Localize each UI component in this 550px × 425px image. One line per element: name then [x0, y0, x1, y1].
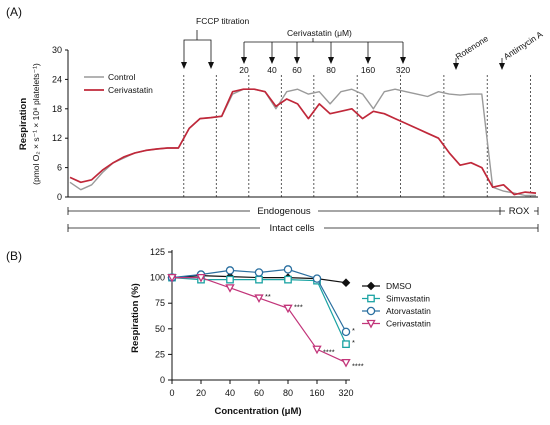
a-legend-label-control: Control — [108, 72, 136, 82]
antimycin-label: Antimycin A — [502, 29, 545, 62]
b-y-tick-label-50: 50 — [155, 324, 165, 334]
conc-arrow-head-4 — [365, 57, 371, 64]
b-sig-cerivastatin-60: ** — [265, 292, 271, 301]
endogenous-label: Endogenous — [257, 206, 311, 217]
panel-a-label: (A) — [6, 5, 22, 19]
conc-label-20: 20 — [239, 65, 249, 75]
b-y-tick-label-25: 25 — [155, 349, 165, 359]
phase-bars: Endogenous ROX Intact cells — [68, 204, 538, 235]
b-point-simvastatin-80 — [285, 276, 291, 282]
rotenone-arrow — [453, 63, 459, 70]
panel-b-label: (B) — [6, 249, 22, 263]
a-y-label-units: (pmol O₂ × s⁻¹ × 10⁸ platelets⁻¹) — [31, 63, 41, 185]
cerivastatin-addition-label: Cerivastatin (μM) — [287, 28, 352, 38]
a-y-tick-label-12: 12 — [52, 133, 62, 143]
b-point-cerivastatin-320 — [342, 360, 349, 367]
b-series-line-simvastatin — [172, 278, 346, 345]
b-x-label: Concentration (μM) — [214, 406, 301, 417]
a-y-tick-label-6: 6 — [57, 163, 62, 173]
b-series-line-cerivastatin — [172, 278, 346, 363]
b-x-tick-label-60: 60 — [254, 388, 264, 398]
b-legend: DMSO Simvastatin Atorvastatin Cerivastatin — [362, 281, 431, 329]
b-sig-cerivastatin-160: **** — [323, 347, 335, 356]
b-sig-cerivastatin-320: **** — [352, 362, 364, 371]
antimycin-arrow — [499, 63, 505, 70]
b-point-atorvastatin-320 — [342, 328, 349, 335]
b-legend-label-cerivastatin: Cerivastatin — [386, 319, 431, 329]
conc-label-80: 80 — [326, 65, 336, 75]
a-y-ticks: 0 6 12 18 24 30 — [52, 45, 68, 202]
a-y-tick-label-24: 24 — [52, 74, 62, 84]
b-point-atorvastatin-60 — [255, 269, 262, 276]
b-x-tick-label-80: 80 — [283, 388, 293, 398]
b-x-ticks: 0 20 40 60 80 160 320 — [169, 380, 353, 398]
fccp-annotation: FCCP titration — [181, 16, 249, 69]
rox-label: ROX — [509, 206, 530, 217]
a-legend-label-cerivastatin: Cerivastatin — [108, 85, 153, 95]
conc-label-40: 40 — [267, 65, 277, 75]
inhibitor-annotations: Rotenone Antimycin A — [453, 29, 545, 70]
panel-a-chart: 0 6 12 18 24 30 Respiration (pmol O₂ × s⁻¹ × … — [18, 16, 545, 235]
b-point-cerivastatin-160 — [313, 346, 320, 353]
b-point-simvastatin-40 — [227, 276, 233, 282]
b-point-cerivastatin-40 — [226, 285, 233, 292]
b-legend-marker-atorvastatin — [367, 307, 374, 314]
conc-arrow-head-1 — [269, 57, 275, 64]
cerivastatin-arrows — [241, 42, 406, 64]
b-point-atorvastatin-80 — [284, 266, 291, 273]
fccp-arrow-1 — [181, 62, 187, 69]
b-point-dmso-320 — [342, 279, 349, 286]
cerivastatin-annotation: Cerivastatin (μM) 20 40 60 80 160 320 — [239, 28, 410, 75]
a-series-line-cerivastatin — [70, 89, 536, 194]
b-y-tick-label-75: 75 — [155, 298, 165, 308]
a-y-tick-label-18: 18 — [52, 104, 62, 114]
b-legend-marker-cerivastatin — [367, 321, 374, 328]
conc-arrow-head-0 — [241, 57, 247, 64]
conc-label-160: 160 — [361, 65, 375, 75]
conc-label-320: 320 — [396, 65, 410, 75]
b-sig-cerivastatin-80: *** — [294, 302, 303, 311]
b-legend-marker-dmso — [367, 282, 374, 289]
b-y-tick-label-125: 125 — [150, 247, 165, 257]
b-point-cerivastatin-60 — [255, 295, 262, 302]
b-y-label: Respiration (%) — [130, 283, 141, 353]
b-point-simvastatin-60 — [256, 276, 262, 282]
b-y-tick-label-0: 0 — [160, 375, 165, 385]
b-x-tick-label-160: 160 — [309, 388, 324, 398]
b-y-tick-label-100: 100 — [150, 273, 165, 283]
b-x-tick-label-20: 20 — [196, 388, 206, 398]
b-x-tick-label-40: 40 — [225, 388, 235, 398]
fccp-label: FCCP titration — [196, 16, 249, 26]
a-y-tick-label-30: 30 — [52, 45, 62, 55]
fccp-bracket — [184, 40, 211, 63]
fccp-arrow-2 — [208, 62, 214, 69]
conc-arrow-head-5 — [400, 57, 406, 64]
a-y-label-main: Respiration — [18, 98, 29, 150]
b-legend-label-dmso: DMSO — [386, 281, 412, 291]
intact-cells-label: Intact cells — [270, 223, 315, 234]
b-legend-label-atorvastatin: Atorvastatin — [386, 306, 431, 316]
b-point-atorvastatin-40 — [226, 267, 233, 274]
a-series-layer — [70, 89, 536, 195]
rotenone-label: Rotenone — [454, 33, 491, 62]
conc-arrow-head-2 — [294, 57, 300, 64]
b-point-atorvastatin-160 — [313, 275, 320, 282]
conc-arrow-head-3 — [328, 57, 334, 64]
a-legend: Control Cerivastatin — [84, 72, 153, 95]
b-legend-marker-simvastatin — [368, 295, 374, 301]
b-x-tick-label-0: 0 — [169, 388, 174, 398]
b-legend-label-simvastatin: Simvastatin — [386, 294, 430, 304]
b-sig-simvastatin-320: * — [352, 338, 355, 347]
b-sig-atorvastatin-320: * — [352, 326, 355, 335]
a-y-axis — [68, 50, 538, 197]
a-y-tick-label-0: 0 — [57, 192, 62, 202]
b-y-ticks: 0 25 50 75 100 125 — [150, 247, 172, 385]
a-series-line-control — [70, 89, 536, 195]
conc-label-60: 60 — [292, 65, 302, 75]
b-point-simvastatin-320 — [343, 341, 349, 347]
b-x-tick-label-320: 320 — [338, 388, 353, 398]
